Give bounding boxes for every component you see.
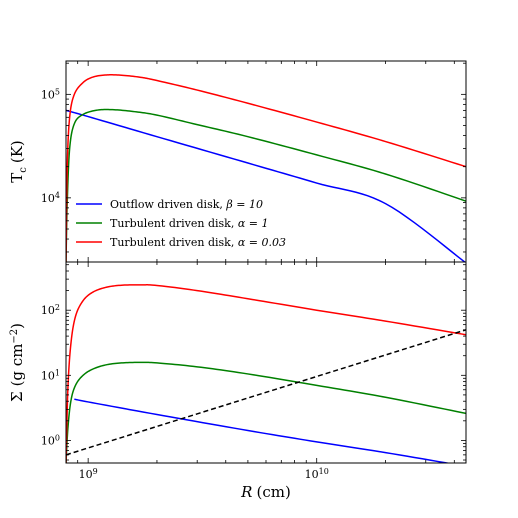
y-tick-label: 100 xyxy=(41,433,60,448)
y-tick-label: 105 xyxy=(41,87,60,102)
top-panel: 105 104 Tc(K) Outflow driven disk, β = 10… xyxy=(8,60,467,263)
x-tick-labels: 109 1010 xyxy=(79,467,329,482)
bottom-curves xyxy=(66,284,466,463)
bottom-series-line-2 xyxy=(66,284,466,463)
legend-entry: Turbulent driven disk, α = 1 xyxy=(110,217,268,230)
legend-entry: Turbulent driven disk, α = 0.03 xyxy=(110,236,286,249)
top-ticks xyxy=(65,61,466,262)
x-tick-label: 1010 xyxy=(305,467,329,482)
y-tick-label: 101 xyxy=(41,368,60,383)
bottom-panel: 102 101 100 109 1010 Σ(g cm−2) R (cm) xyxy=(8,261,467,501)
x-tick-label: 109 xyxy=(79,467,98,482)
top-plot-frame xyxy=(65,60,467,263)
bottom-y-tick-labels: 102 101 100 xyxy=(41,303,60,448)
top-series-line-0 xyxy=(66,109,466,262)
legend: Outflow driven disk, β = 10 Turbulent dri… xyxy=(76,198,286,249)
x-axis-label: R (cm) xyxy=(240,483,291,501)
bottom-series-line-1 xyxy=(66,361,466,463)
top-curves xyxy=(66,74,466,262)
y-tick-label: 102 xyxy=(41,303,60,318)
top-y-tick-labels: 105 104 xyxy=(41,87,60,205)
top-series-line-1 xyxy=(66,108,466,262)
top-y-axis-label: Tc(K) xyxy=(8,140,29,183)
y-tick-label: 104 xyxy=(41,190,60,205)
bottom-series-line-0 xyxy=(74,398,452,463)
legend-entry: Outflow driven disk, β = 10 xyxy=(110,198,263,211)
top-series-line-2 xyxy=(66,74,466,262)
bottom-plot-frame xyxy=(65,261,467,464)
bottom-series-line-3 xyxy=(66,329,466,456)
bottom-y-axis-label: Σ(g cm−2) xyxy=(8,323,26,402)
